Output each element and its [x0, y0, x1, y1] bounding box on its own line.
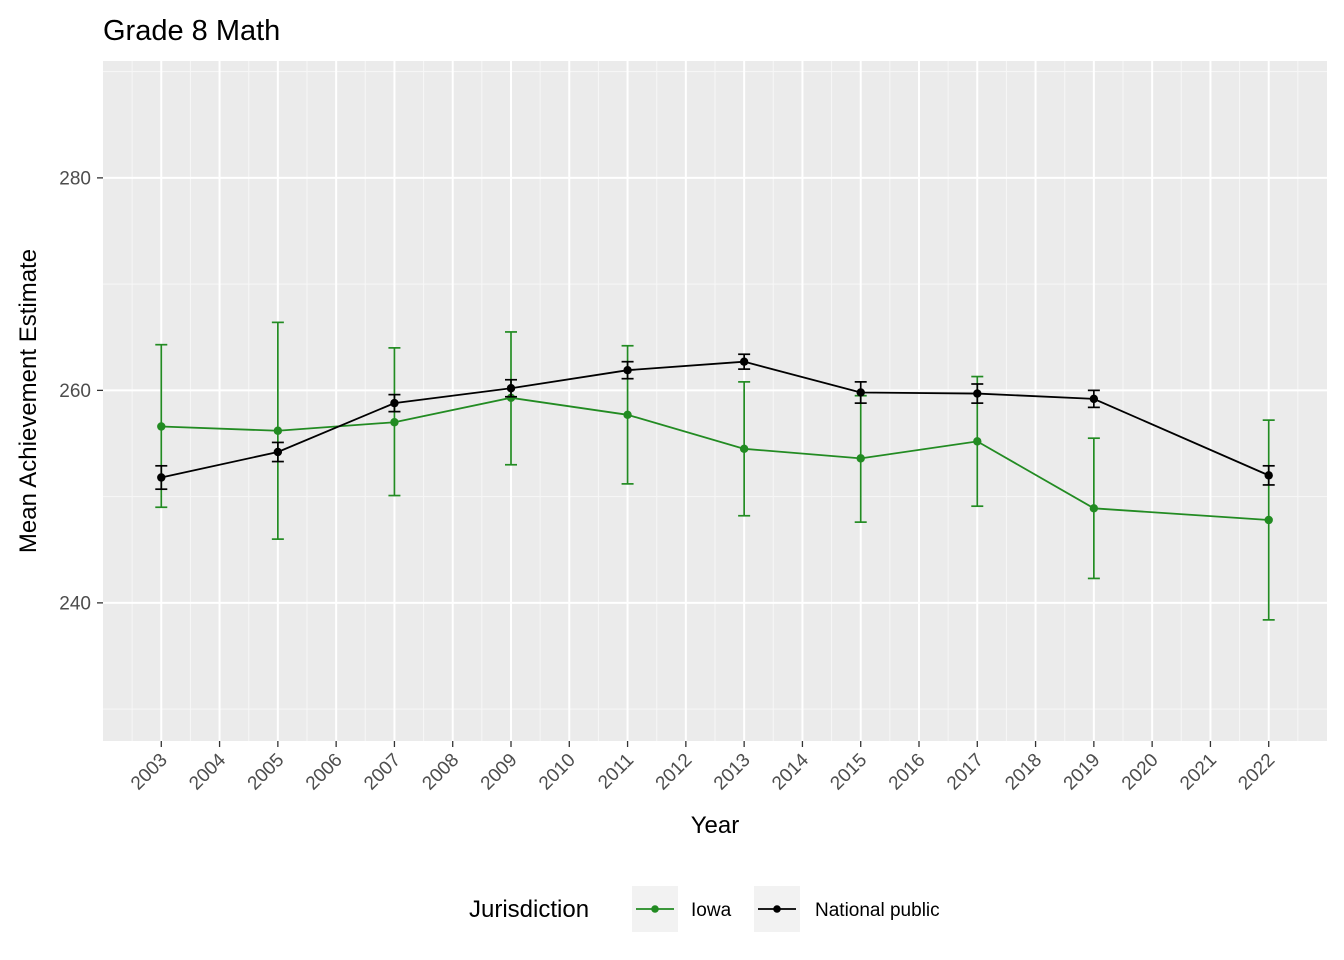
- series-layer: [155, 321, 1275, 621]
- y-tick-label: 260: [59, 381, 91, 402]
- x-tick-label: 2007: [360, 750, 405, 795]
- data-point: [1089, 504, 1099, 513]
- data-point: [856, 454, 865, 463]
- chart-title: Grade 8 Math: [103, 15, 280, 47]
- data-point: [390, 398, 399, 408]
- data-point: [739, 357, 749, 366]
- x-axis: 2003 2004 2005 2006 2007 2008 2009 2010 2011 2012…: [127, 741, 1279, 794]
- x-tick-label: 2004: [185, 749, 230, 794]
- legend-label-national-public: National public: [815, 900, 940, 921]
- data-point: [157, 473, 166, 482]
- x-tick-label: 2005: [244, 750, 289, 795]
- legend-point-iowa: [651, 905, 659, 913]
- x-tick-label: 2020: [1118, 750, 1163, 795]
- y-tick-label: 280: [59, 168, 91, 189]
- data-point: [973, 389, 982, 398]
- series-iowa: [155, 321, 1275, 621]
- x-tick-label: 2013: [710, 750, 755, 795]
- y-axis-title: Mean Achievement Estimate: [15, 249, 42, 553]
- data-point: [273, 426, 283, 435]
- legend-item-national-public: National public: [754, 886, 940, 932]
- data-point: [1264, 515, 1273, 525]
- legend: Jurisdiction Iowa National public: [469, 886, 940, 932]
- x-tick-label: 2017: [943, 750, 988, 795]
- x-axis-title: Year: [691, 812, 740, 839]
- legend-label-iowa: Iowa: [691, 900, 732, 921]
- y-tick-label: 240: [59, 593, 91, 614]
- series-line: [161, 396, 1269, 521]
- x-tick-label: 2014: [768, 749, 813, 794]
- x-tick-label: 2011: [594, 750, 638, 794]
- data-point: [157, 422, 166, 431]
- legend-point-national-public: [773, 905, 781, 913]
- x-tick-label: 2021: [1176, 750, 1221, 795]
- x-tick-label: 2010: [535, 750, 580, 795]
- major-gridlines: [103, 61, 1327, 741]
- data-point: [623, 410, 632, 420]
- x-tick-label: 2008: [419, 750, 464, 795]
- x-tick-label: 2009: [477, 750, 522, 795]
- legend-title: Jurisdiction: [469, 896, 589, 923]
- data-point: [739, 444, 749, 454]
- x-tick-label: 2022: [1235, 750, 1280, 795]
- series-line: [161, 360, 1270, 479]
- data-point: [390, 418, 399, 427]
- data-point: [1264, 471, 1273, 480]
- x-tick-label: 2003: [127, 750, 172, 795]
- data-point: [273, 447, 283, 457]
- series-national-public: [155, 353, 1275, 491]
- minor-gridlines: [103, 61, 1327, 741]
- data-point: [856, 388, 865, 397]
- x-tick-label: 2012: [652, 750, 697, 795]
- data-point: [506, 393, 516, 403]
- x-tick-label: 2018: [1001, 750, 1046, 795]
- x-tick-label: 2016: [885, 750, 930, 795]
- x-tick-label: 2006: [302, 750, 347, 795]
- data-point: [506, 384, 516, 393]
- y-axis: 240 260 280: [59, 168, 103, 614]
- x-tick-label: 2015: [827, 750, 872, 795]
- data-point: [1089, 394, 1099, 404]
- data-point: [973, 437, 982, 446]
- legend-item-iowa: Iowa: [632, 886, 732, 932]
- x-tick-label: 2019: [1060, 750, 1105, 795]
- data-point: [623, 365, 632, 375]
